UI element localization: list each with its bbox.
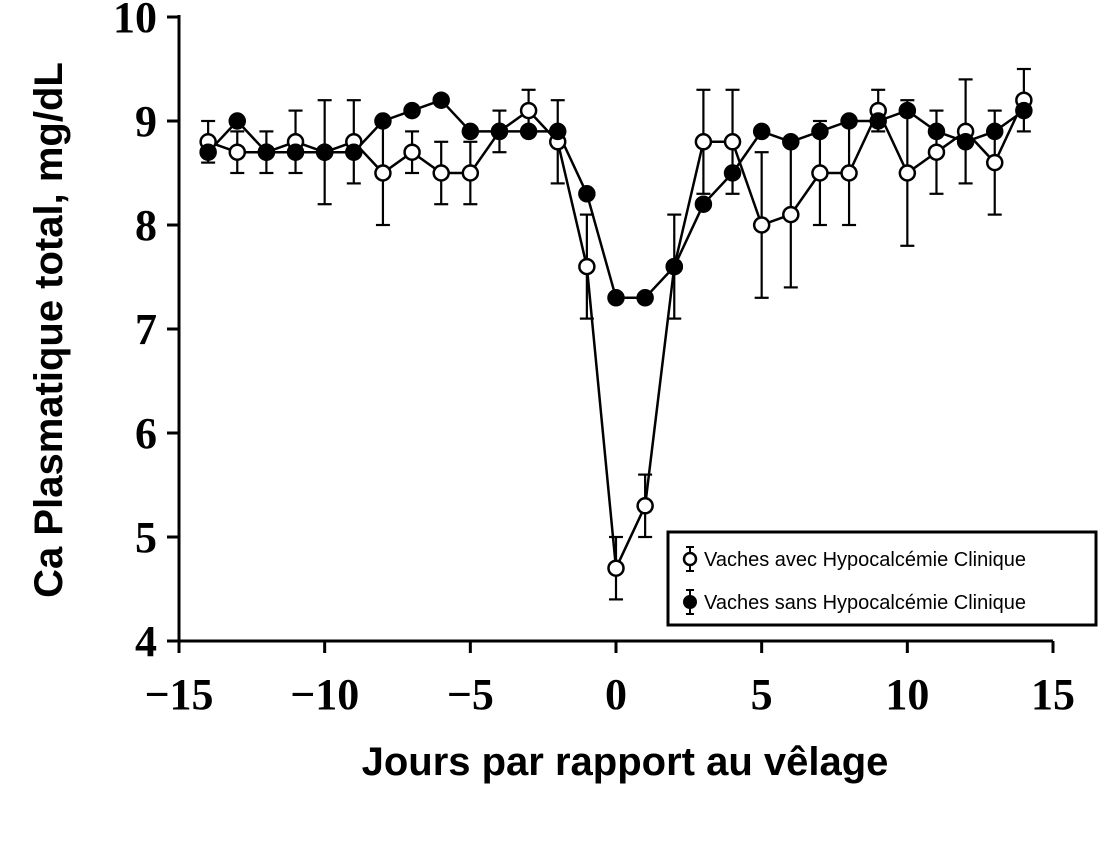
data-point-open [403, 143, 421, 161]
legend-marker-open-circle [682, 551, 698, 567]
error-bars [201, 67, 1031, 601]
x-tick-label: 5 [751, 670, 773, 719]
data-point-open [723, 133, 742, 151]
data-point-filled [578, 185, 596, 203]
data-point-filled [869, 112, 887, 130]
y-tick-label: 6 [135, 409, 157, 458]
x-tick-label: −5 [447, 670, 494, 719]
data-point-filled [345, 143, 363, 161]
legend-label-sans: Vaches sans Hypocalcémie Clinique [704, 592, 1026, 614]
y-tick-label: 9 [135, 97, 157, 146]
data-point-filled [782, 133, 800, 151]
data-point-open [374, 164, 392, 182]
series-line-1 [207, 98, 1025, 300]
data-point-filled [956, 133, 975, 151]
data-point-filled [811, 122, 829, 141]
y-axis-title: Ca Plasmatique total, mg/dL [27, 62, 71, 598]
data-point-filled [519, 122, 538, 141]
data-point-open [432, 164, 450, 182]
data-point-filled [286, 143, 305, 161]
y-tick-label: 7 [135, 305, 157, 354]
data-point-open [461, 164, 480, 182]
data-point-open [578, 257, 596, 276]
y-tick-label: 10 [113, 0, 157, 42]
legend-marker-filled-circle [683, 595, 697, 609]
data-point-filled [403, 101, 421, 120]
data-point-open [840, 164, 858, 182]
data-point-filled [898, 101, 917, 120]
data-point-open [985, 153, 1004, 172]
data-point-filled [228, 112, 247, 130]
data-point-open [636, 497, 654, 515]
data-point-filled [548, 122, 567, 141]
data-point-filled [840, 112, 858, 130]
data-point-filled [461, 122, 480, 141]
data-point-filled [636, 289, 654, 307]
legend-item-sans: Vaches sans Hypocalcémie Clinique [683, 589, 1026, 615]
data-point-filled [752, 122, 771, 141]
y-tick-label: 5 [135, 513, 157, 562]
data-point-open [607, 559, 625, 577]
data-point-filled [665, 257, 684, 276]
data-point-filled [927, 122, 946, 141]
markers [199, 91, 1033, 577]
x-tick-label: −10 [290, 670, 359, 719]
data-point-filled [694, 195, 713, 213]
data-point-filled [432, 91, 450, 109]
data-point-open [694, 133, 713, 151]
data-point-filled [315, 143, 334, 161]
data-point-open [898, 164, 917, 182]
legend-box [666, 530, 1098, 627]
legend-item-avec: Vaches avec Hypocalcémie Clinique [682, 546, 1026, 572]
y-tick-label: 8 [135, 201, 157, 250]
x-axis-title: Jours par rapport au vêlage [362, 740, 889, 784]
data-point-open [811, 164, 829, 182]
data-point-filled [199, 143, 217, 161]
legend: Vaches avec Hypocalcémie Clinique Vaches… [666, 530, 1098, 627]
data-point-open [228, 143, 247, 161]
data-point-filled [607, 289, 625, 307]
data-point-filled [1015, 101, 1033, 120]
data-point-open [752, 216, 771, 234]
data-point-open [782, 205, 800, 224]
data-point-filled [490, 122, 509, 141]
y-tick-label: 4 [135, 617, 157, 666]
axes: 4 5 6 7 8 9 10 −15 −10 −5 0 5 10 15 [113, 0, 1075, 719]
x-tick-label: 15 [1031, 670, 1075, 719]
x-tick-label: −15 [144, 670, 213, 719]
x-tick-label: 10 [885, 670, 929, 719]
data-point-filled [257, 143, 276, 161]
x-tick-label: 0 [605, 670, 627, 719]
data-point-filled [985, 122, 1004, 141]
data-point-filled [374, 112, 392, 130]
legend-label-avec: Vaches avec Hypocalcémie Clinique [704, 549, 1026, 571]
data-point-open [519, 101, 538, 120]
data-point-filled [723, 164, 742, 182]
data-point-open [927, 143, 946, 161]
